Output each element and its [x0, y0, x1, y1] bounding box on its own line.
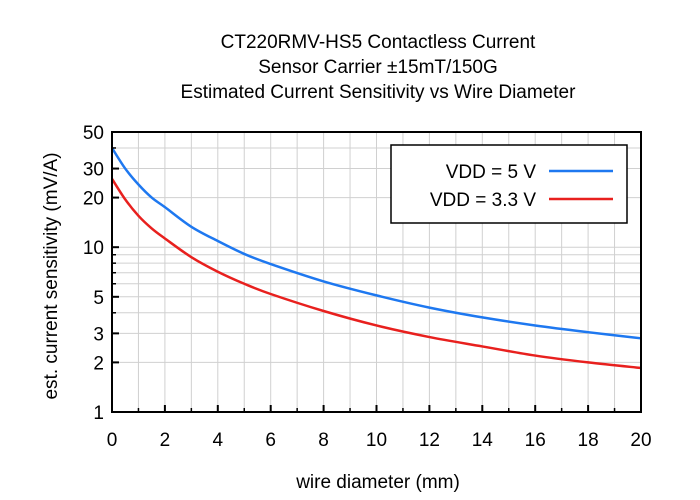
legend-label: VDD = 5 V — [446, 162, 537, 183]
y-tick-label: 20 — [83, 189, 104, 210]
series-line-vdd-5v — [110, 147, 642, 340]
x-tick-label: 16 — [525, 430, 546, 451]
series-line-vdd-3v3 — [110, 178, 642, 370]
x-tick-label: 8 — [318, 430, 329, 451]
x-tick-label: 4 — [213, 430, 224, 451]
legend-label: VDD = 3.3 V — [430, 190, 536, 211]
title-line-1: CT220RMV-HS5 Contactless Current — [221, 32, 536, 53]
y-tick-label: 10 — [83, 238, 104, 259]
x-axis-label: wire diameter (mm) — [295, 472, 460, 493]
y-tick-label: 2 — [93, 353, 104, 374]
y-tick-label: 1 — [93, 403, 104, 424]
x-tick-label: 10 — [366, 430, 387, 451]
x-tick-label: 20 — [630, 430, 651, 451]
chart-title: CT220RMV-HS5 Contactless Current Sensor … — [181, 32, 577, 103]
x-tick-label: 14 — [472, 430, 494, 451]
y-tick-label: 5 — [93, 288, 104, 309]
x-tick-label: 2 — [160, 430, 171, 451]
x-tick-label: 18 — [578, 430, 599, 451]
y-tick-label: 3 — [93, 324, 104, 345]
y-axis-label: est. current sensitivity (mV/A) — [41, 152, 62, 399]
legend: VDD = 5 V VDD = 3.3 V — [390, 144, 628, 224]
legend-box — [390, 144, 628, 224]
x-tick-label: 0 — [107, 430, 118, 451]
series-group — [110, 147, 642, 370]
title-line-2: Sensor Carrier ±15mT/150G — [258, 57, 498, 78]
x-tick-label: 6 — [265, 430, 276, 451]
title-line-3: Estimated Current Sensitivity vs Wire Di… — [181, 82, 577, 103]
y-tick-label: 50 — [83, 123, 104, 144]
x-tick-label: 12 — [419, 430, 440, 451]
y-tick-label: 30 — [83, 160, 104, 181]
